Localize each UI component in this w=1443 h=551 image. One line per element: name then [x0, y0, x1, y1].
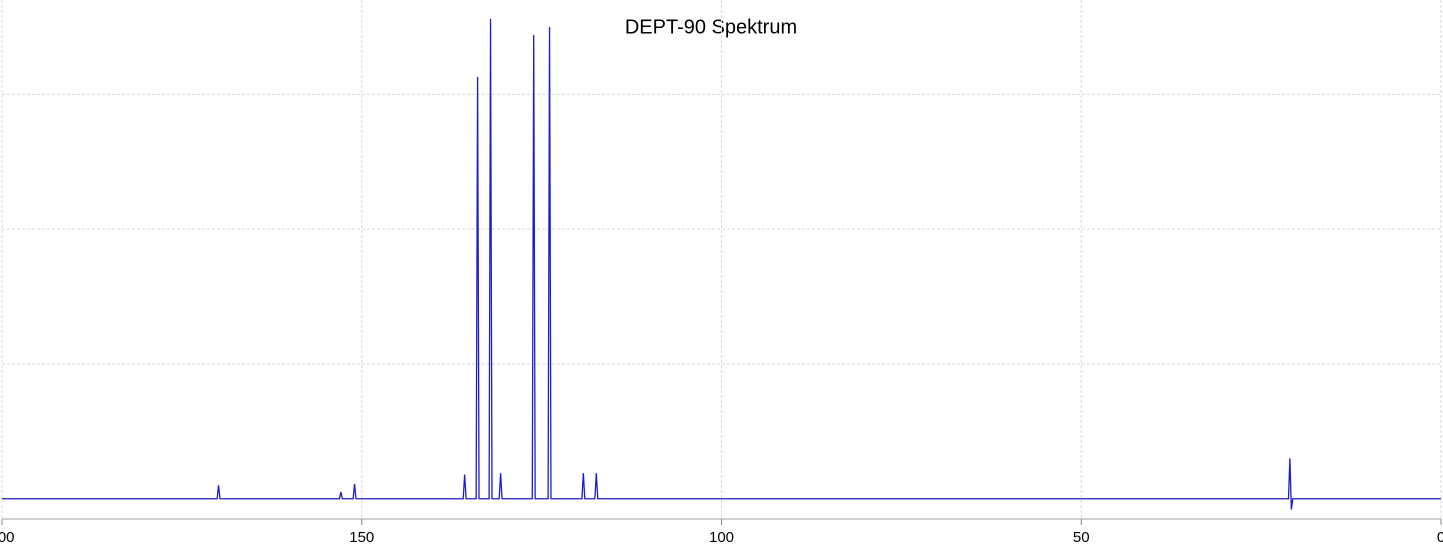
x-tick-label: 0 [1437, 529, 1443, 546]
chart-title: DEPT-90 Spektrum [625, 16, 797, 38]
x-tick-label: 50 [1073, 529, 1090, 546]
x-tick-label: 100 [709, 529, 734, 546]
x-tick-label: 200 [0, 529, 15, 546]
x-tick-label: 150 [349, 529, 374, 546]
spectrum-line [2, 18, 1441, 510]
